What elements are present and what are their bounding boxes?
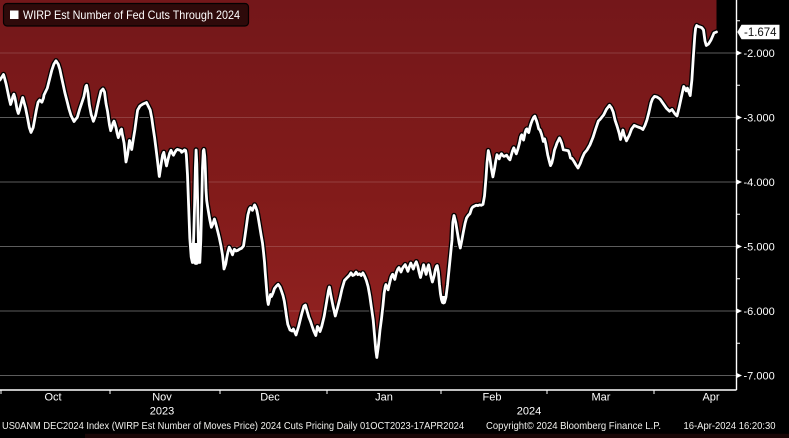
svg-text:2024: 2024 (517, 406, 541, 418)
svg-text:2023: 2023 (150, 406, 174, 418)
svg-text:Apr: Apr (702, 392, 719, 404)
svg-text:Copyright© 2024 Bloomberg Fina: Copyright© 2024 Bloomberg Finance L.P. (486, 421, 661, 432)
svg-text:-2.000: -2.000 (744, 48, 775, 60)
svg-text:Jan: Jan (375, 392, 393, 404)
svg-text:Dec: Dec (260, 392, 280, 404)
svg-text:-3.000: -3.000 (744, 113, 775, 125)
svg-text:-5.000: -5.000 (744, 242, 775, 254)
svg-text:Feb: Feb (483, 392, 502, 404)
svg-text:Oct: Oct (44, 392, 61, 404)
svg-text:WIRP Est Number of Fed Cuts Th: WIRP Est Number of Fed Cuts Through 2024 (23, 8, 240, 22)
svg-text:Mar: Mar (592, 392, 611, 404)
svg-text:-7.000: -7.000 (744, 371, 775, 383)
svg-text:-4.000: -4.000 (744, 177, 775, 189)
svg-text:Nov: Nov (152, 392, 172, 404)
svg-text:-6.000: -6.000 (744, 306, 775, 318)
svg-text:-1.674: -1.674 (744, 25, 777, 39)
svg-text:16-Apr-2024 16:20:30: 16-Apr-2024 16:20:30 (684, 421, 776, 432)
svg-text:US0ANM DEC2024 Index (WIRP Est: US0ANM DEC2024 Index (WIRP Est Number of… (2, 421, 464, 432)
